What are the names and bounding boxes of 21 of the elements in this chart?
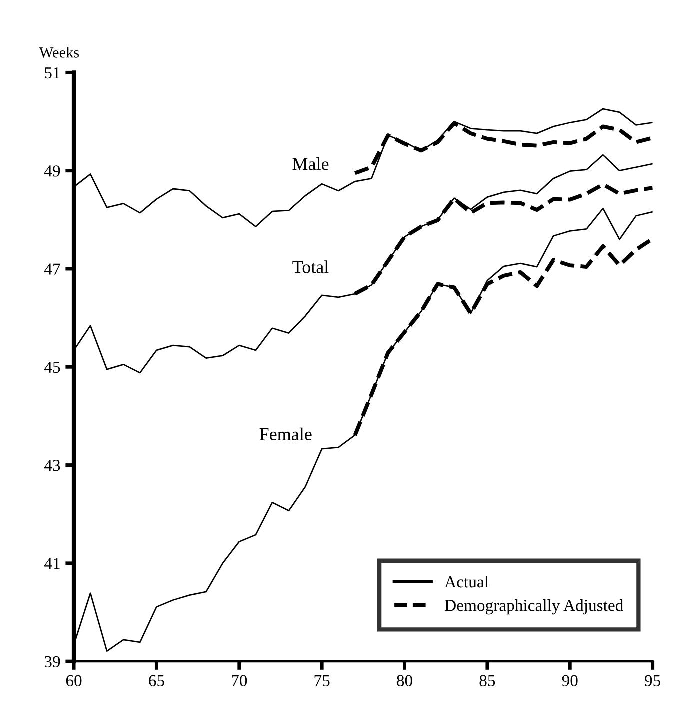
x-tick-label: 75 <box>314 675 330 686</box>
x-tick-label: 60 <box>66 675 82 686</box>
legend-label: Demographically Adjusted <box>445 600 624 615</box>
x-tick-label: 65 <box>149 675 164 686</box>
x-tick-label: 95 <box>645 675 660 686</box>
annotation: Male <box>292 158 329 170</box>
y-tick-label: 51 <box>45 67 60 79</box>
annotation: Female <box>260 428 312 441</box>
y-tick-label: 45 <box>44 362 60 374</box>
x-tick-label: 85 <box>480 675 496 686</box>
x-tick-label: 70 <box>232 675 248 686</box>
y-tick-label: 43 <box>44 460 60 472</box>
legend-label: Actual <box>444 576 489 588</box>
y-axis-title: Weeks <box>39 47 80 58</box>
x-tick-label: 90 <box>562 675 578 686</box>
y-tick-label: 49 <box>44 166 60 177</box>
annotation: Total <box>292 260 329 274</box>
y-tick-label: 41 <box>44 558 60 570</box>
y-tick-label: 39 <box>44 656 60 668</box>
x-tick-label: 80 <box>397 675 412 686</box>
y-tick-label: 47 <box>44 264 60 275</box>
